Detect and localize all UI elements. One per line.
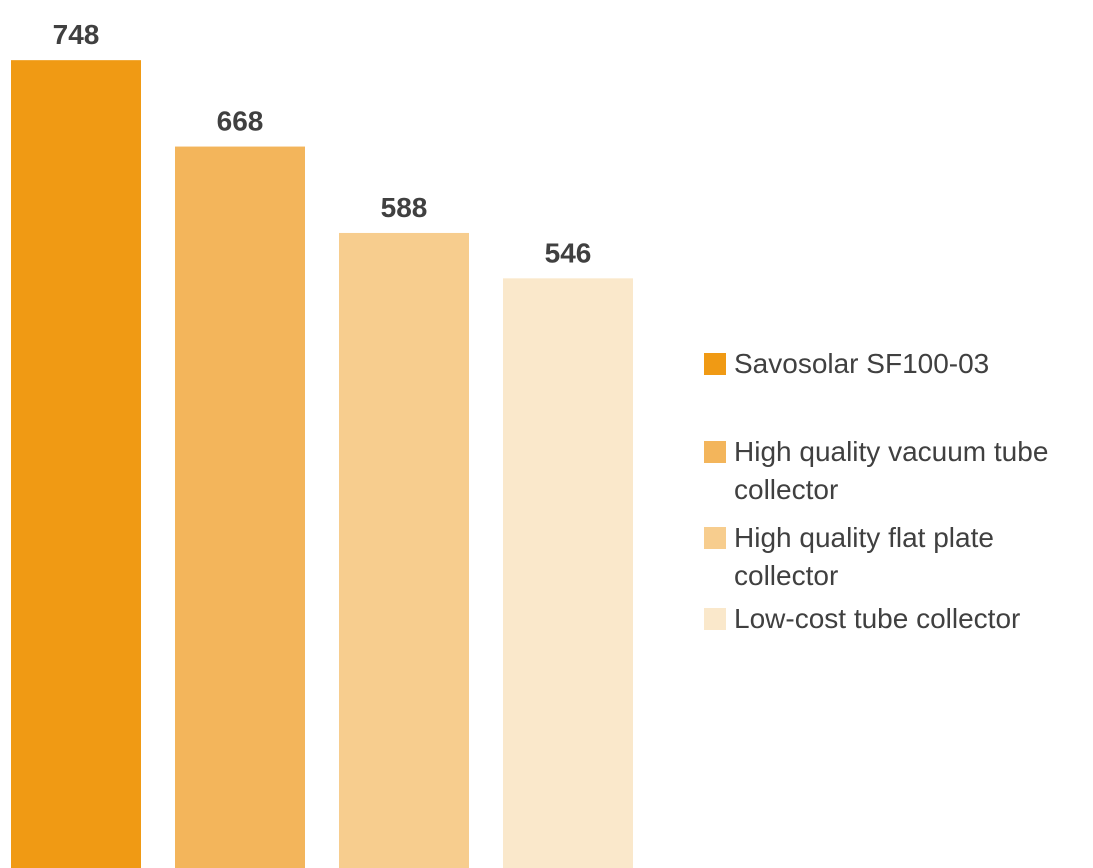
legend-swatch-flat-plate bbox=[704, 527, 726, 549]
bar-low-cost-tube bbox=[503, 278, 633, 868]
bars-group bbox=[11, 60, 633, 868]
bar-savosolar bbox=[11, 60, 141, 868]
legend-swatch-savosolar bbox=[704, 353, 726, 375]
data-label-savosolar: 748 bbox=[53, 19, 100, 50]
legend-swatch-vacuum-tube bbox=[704, 441, 726, 463]
legend-label-low-cost-tube: Low-cost tube collector bbox=[734, 603, 1021, 634]
data-labels-group: 748 668 588 546 bbox=[53, 19, 592, 268]
data-label-low-cost-tube: 546 bbox=[545, 237, 592, 268]
legend-label-flat-plate: High quality flat plate collector bbox=[734, 522, 994, 591]
legend-swatch-low-cost-tube bbox=[704, 608, 726, 630]
bar-flat-plate bbox=[339, 232, 469, 868]
data-label-vacuum-tube: 668 bbox=[217, 106, 264, 137]
legend-label-vacuum-tube: High quality vacuum tube collector bbox=[734, 436, 1049, 505]
legend-label-savosolar: Savosolar SF100-03 bbox=[734, 348, 990, 379]
data-label-flat-plate: 588 bbox=[381, 192, 428, 223]
bar-vacuum-tube bbox=[175, 146, 305, 868]
